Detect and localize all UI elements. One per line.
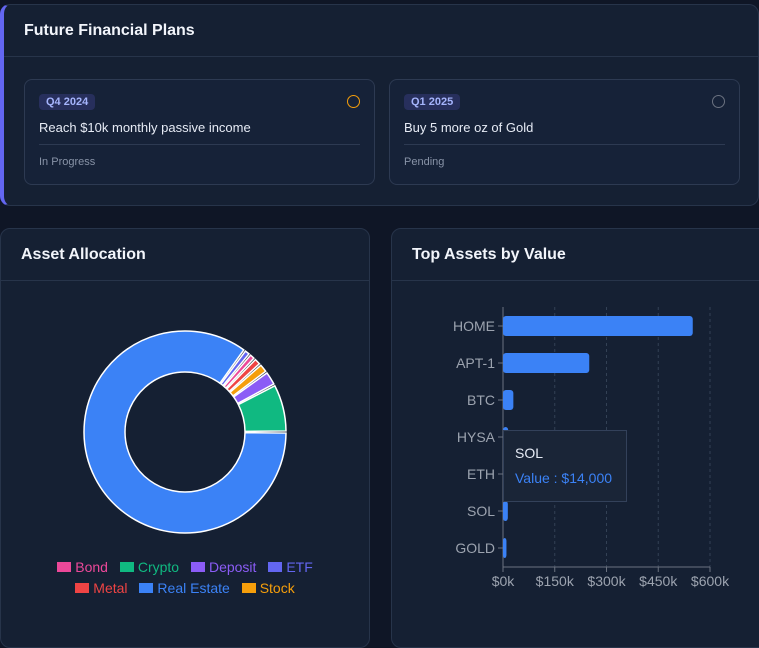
legend-item-stock[interactable]: Stock: [241, 580, 295, 596]
x-tick-label: $450k: [639, 573, 678, 589]
quarter-badge: Q1 2025: [404, 94, 461, 110]
y-tick-label: HYSA: [457, 429, 496, 445]
legend-swatch: [57, 562, 72, 573]
plan-card-q1-2025[interactable]: Q1 2025 Buy 5 more oz of Gold Pending: [389, 79, 740, 185]
x-tick-label: $0k: [492, 573, 516, 589]
y-tick-label: ETH: [467, 466, 495, 482]
donut-slice-deposit[interactable]: [232, 371, 275, 405]
bar-gold[interactable]: [503, 538, 507, 558]
y-tick-label: GOLD: [455, 540, 495, 556]
legend-label: Crypto: [137, 559, 180, 575]
donut-slice-etf[interactable]: [219, 350, 251, 387]
plan-goal: Reach $10k monthly passive income: [39, 120, 251, 135]
x-tick-label: $300k: [587, 573, 626, 589]
legend-item-bond[interactable]: Bond: [57, 559, 108, 575]
allocation-legend-row-1: Bond Crypto Deposit ETF: [0, 559, 370, 575]
legend-label: Metal: [93, 580, 128, 596]
plan-goal: Buy 5 more oz of Gold: [404, 120, 534, 135]
future-plans-title: Future Financial Plans: [4, 5, 758, 57]
divider: [404, 144, 725, 145]
asset-allocation-card: Asset Allocation: [0, 228, 370, 648]
plan-status: Pending: [404, 156, 445, 168]
tooltip-asset-name: SOL: [515, 445, 544, 461]
divider: [39, 144, 360, 145]
legend-swatch: [119, 562, 134, 573]
allocation-donut-chart: [83, 330, 287, 534]
donut-slice-crypto[interactable]: [237, 384, 287, 433]
bar-btc[interactable]: [503, 390, 514, 410]
legend-swatch: [190, 562, 205, 573]
bar-sol[interactable]: [503, 501, 508, 521]
chart-tooltip: SOL Value : $14,000: [503, 430, 627, 502]
x-tick-label: $600k: [691, 573, 730, 589]
legend-item-real-estate[interactable]: Real Estate: [139, 580, 230, 596]
quarter-badge: Q4 2024: [39, 94, 96, 110]
bar-apt-1[interactable]: [503, 353, 590, 373]
legend-label: Deposit: [208, 559, 257, 575]
y-tick-label: HOME: [453, 318, 495, 334]
top-assets-title: Top Assets by Value: [392, 229, 759, 281]
donut-slice-metal[interactable]: [225, 358, 261, 393]
legend-label: ETF: [286, 559, 313, 575]
top-assets-bar-chart: HOME APT-1 BTC HYSA ETH SOL GOLD $0k $150k $300k $…: [453, 307, 730, 589]
legend-label: Stock: [259, 580, 295, 596]
legend-swatch: [268, 562, 283, 573]
legend-item-metal[interactable]: Metal: [75, 580, 128, 596]
bar-home[interactable]: [503, 316, 693, 336]
legend-swatch: [139, 583, 154, 594]
legend-item-etf[interactable]: ETF: [268, 559, 313, 575]
y-tick-label: BTC: [467, 392, 495, 408]
donut-slice-stock[interactable]: [228, 364, 267, 397]
legend-label: Real Estate: [157, 580, 230, 596]
allocation-legend-row-2: Metal Real Estate Stock: [0, 580, 370, 596]
legend-swatch: [75, 583, 90, 594]
legend-item-crypto[interactable]: Crypto: [119, 559, 180, 575]
donut-slice-real-estate[interactable]: [83, 330, 287, 534]
x-tick-label: $150k: [536, 573, 575, 589]
plan-status: In Progress: [39, 156, 96, 168]
pending-status-icon[interactable]: [712, 95, 725, 108]
asset-allocation-title: Asset Allocation: [1, 229, 369, 281]
y-tick-label: APT-1: [456, 355, 495, 371]
legend-item-deposit[interactable]: Deposit: [190, 559, 257, 575]
donut-slice-bond[interactable]: [222, 354, 255, 390]
tooltip-value: Value : $14,000: [515, 470, 613, 486]
in-progress-status-icon[interactable]: [347, 95, 360, 108]
plan-card-q4-2024[interactable]: Q4 2024 Reach $10k monthly passive incom…: [24, 79, 375, 185]
legend-swatch: [241, 583, 256, 594]
y-tick-label: SOL: [467, 503, 495, 519]
legend-label: Bond: [75, 559, 108, 575]
